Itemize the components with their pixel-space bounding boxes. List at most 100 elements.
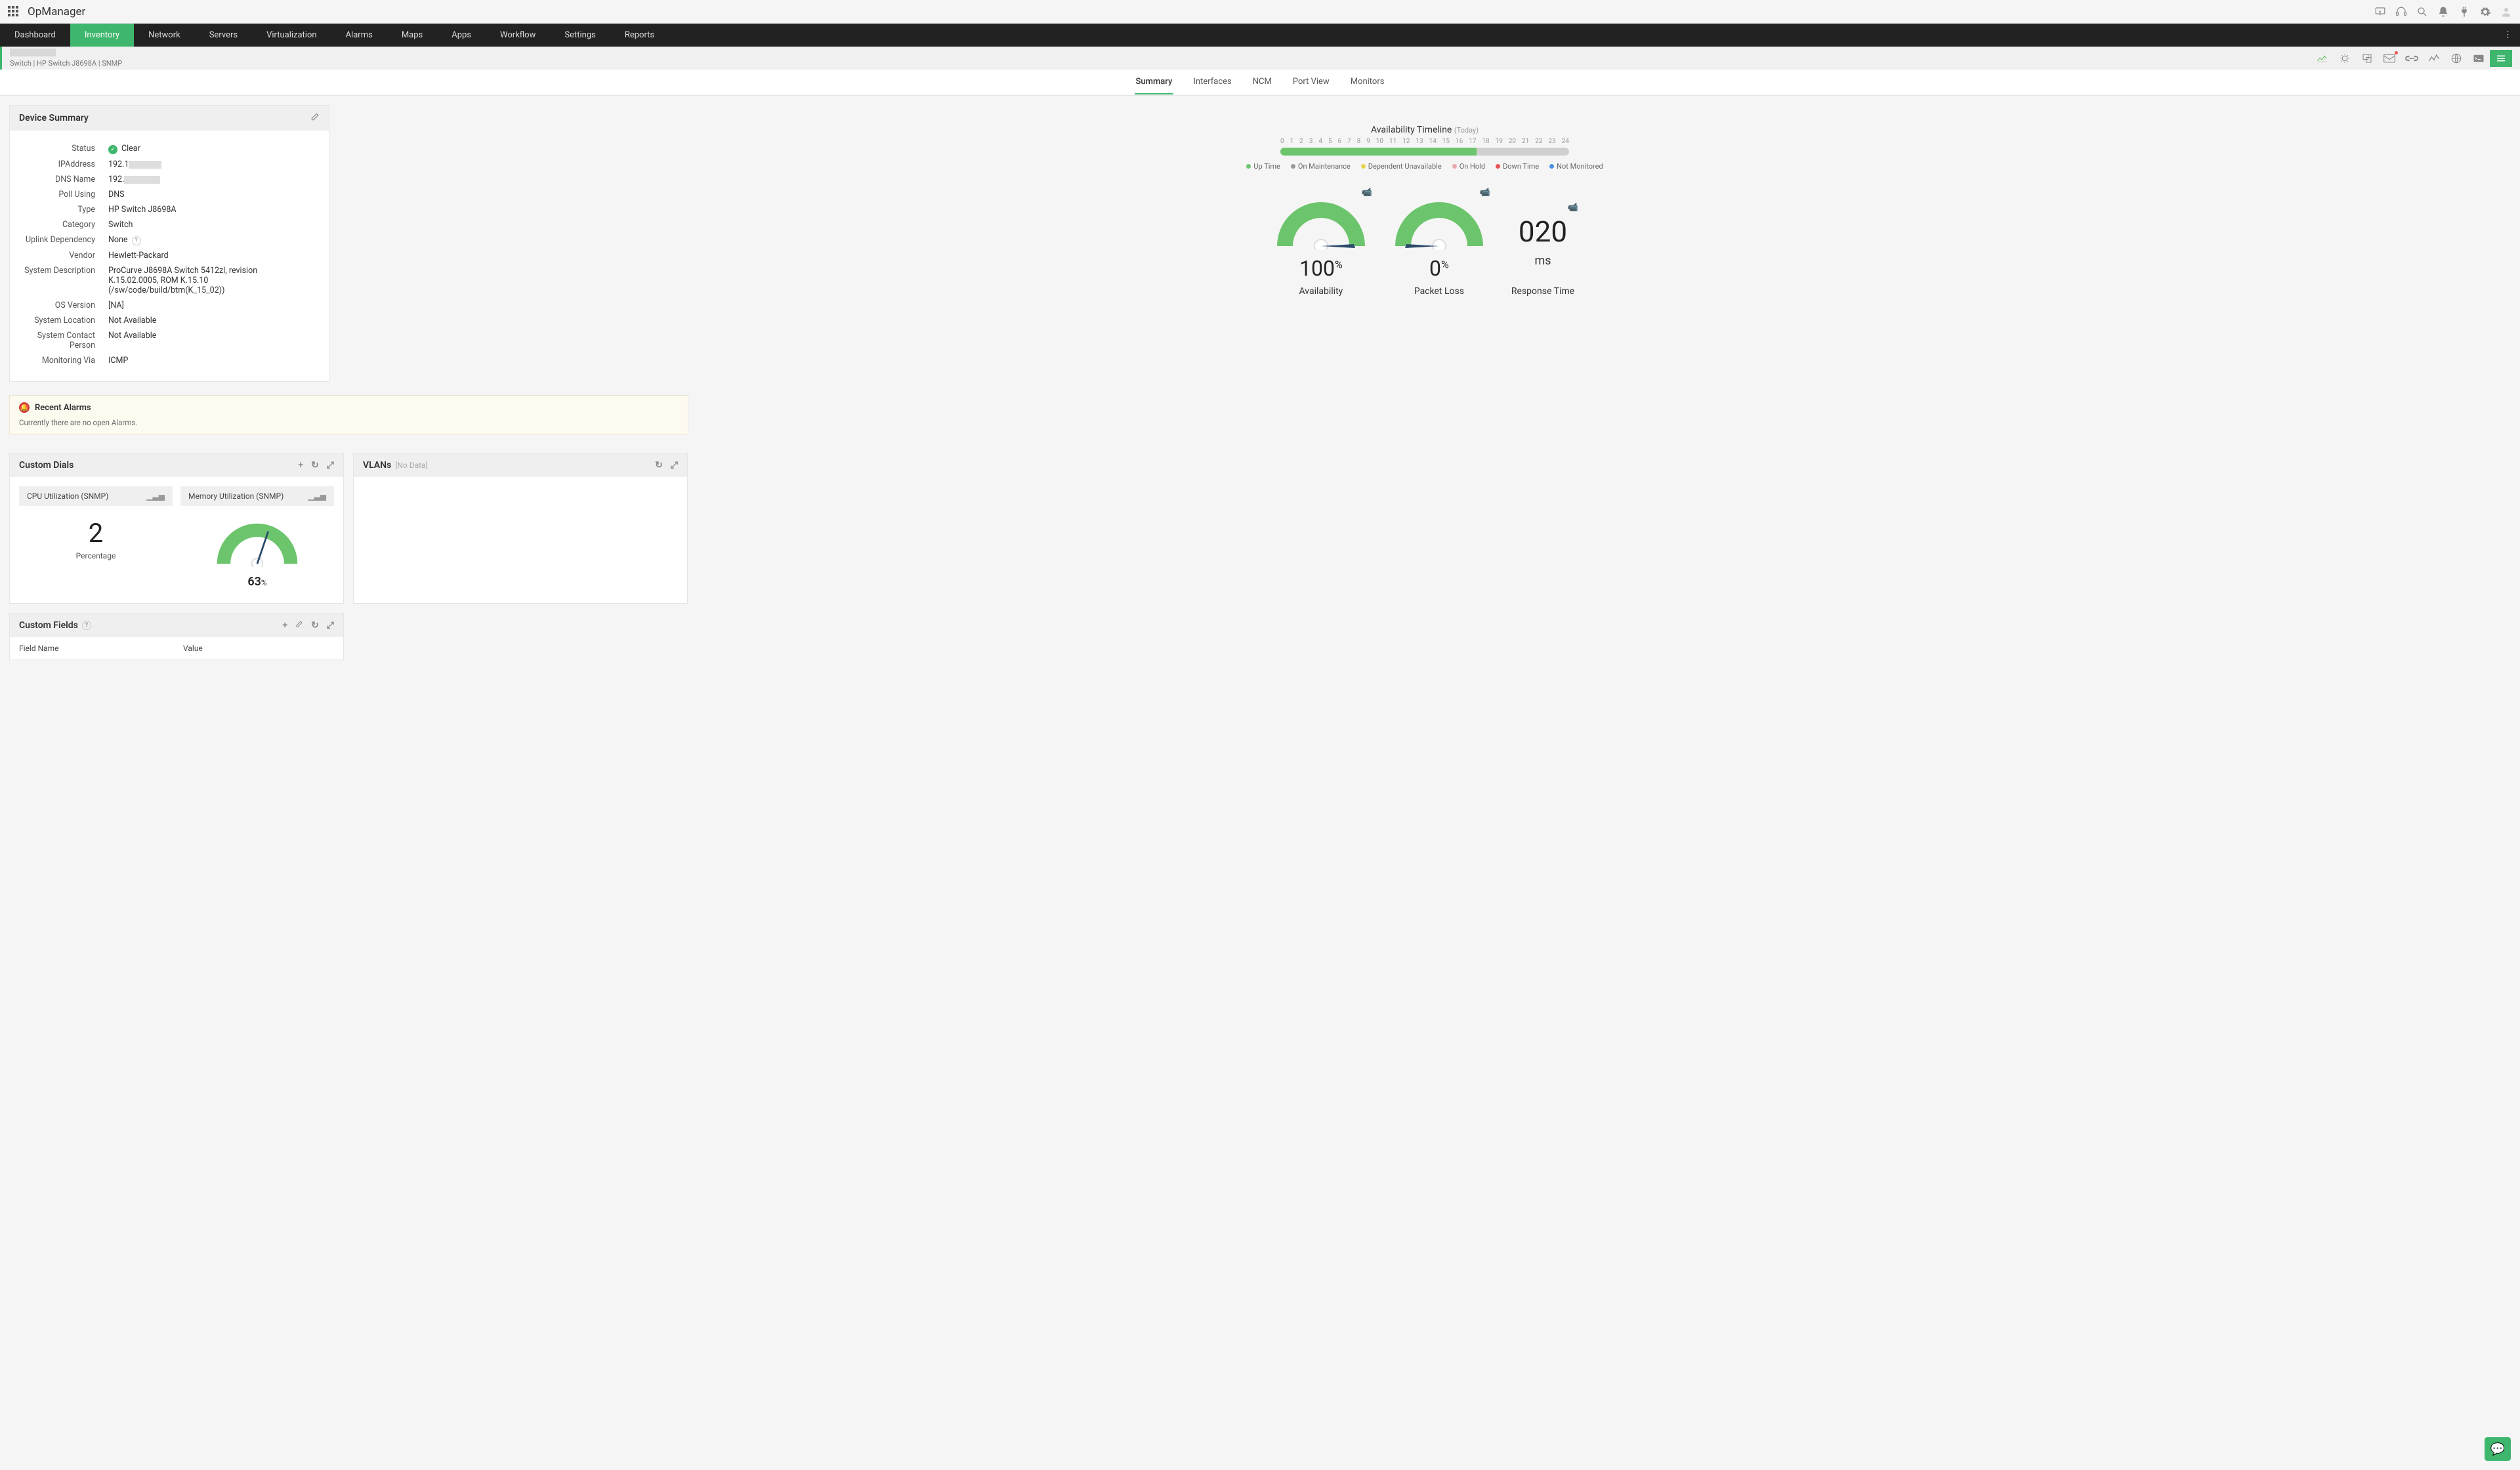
response-time-label: Response Time: [1511, 286, 1574, 297]
link-icon[interactable]: [2401, 50, 2423, 67]
subtab-summary[interactable]: Summary: [1135, 70, 1174, 94]
ds-label-ip: IPAddress: [10, 159, 108, 169]
availability-title: Availability Timeline (Today): [339, 125, 2511, 135]
availability-value: 100%: [1275, 256, 1367, 281]
cf-col-value: Value: [183, 644, 203, 653]
brand-title: OpManager: [28, 5, 85, 18]
packetloss-gauge: 📹 0% Packet Loss: [1393, 197, 1485, 297]
ds-value-ip: 192.1: [108, 159, 320, 169]
availability-gauge: 📹 100% Availability: [1275, 197, 1367, 297]
headset-icon[interactable]: [2395, 6, 2407, 18]
help-icon[interactable]: ?: [82, 621, 91, 630]
recent-alarms-panel: 🔔Recent Alarms Currently there are no op…: [9, 395, 688, 434]
chart-icon[interactable]: [2311, 50, 2334, 67]
nav-tab-network[interactable]: Network: [134, 24, 195, 47]
snapshot-icon[interactable]: 📹: [1480, 188, 1490, 198]
custom-dials-panel: Custom Dials + ↻ ⤢ CPU Utilization (SNMP…: [9, 453, 344, 604]
ds-value-uplink: None?: [108, 235, 320, 245]
device-menu-icon[interactable]: [2490, 50, 2512, 67]
nav-tab-virtualization[interactable]: Virtualization: [252, 24, 331, 47]
globe-icon[interactable]: [2445, 50, 2468, 67]
expand-icon[interactable]: ⤢: [327, 460, 334, 471]
custom-fields-title: Custom Fields: [19, 620, 78, 631]
packetloss-label: Packet Loss: [1393, 286, 1485, 297]
recent-alarms-title: Recent Alarms: [35, 403, 91, 413]
memory-dial-card: Memory Utilization (SNMP)▁▃▅ 63%: [180, 486, 334, 594]
terminal-icon[interactable]: [2468, 50, 2490, 67]
chat-fab-icon[interactable]: 💬: [2485, 1437, 2511, 1461]
subtab-interfaces[interactable]: Interfaces: [1192, 70, 1232, 94]
timeline-hours: 0123456789101112131415161718192021222324: [1280, 138, 1569, 145]
topbar-tools: [2374, 6, 2512, 18]
mail-icon[interactable]: [2378, 50, 2401, 67]
search-icon[interactable]: [2416, 6, 2428, 18]
help-icon[interactable]: ?: [132, 236, 141, 245]
ds-value-sysloc: Not Available: [108, 316, 320, 326]
expand-icon[interactable]: ⤢: [327, 620, 334, 631]
timeline-notmonitored-segment: [1477, 148, 1569, 156]
ds-label-vendor: Vendor: [10, 251, 108, 261]
nav-tab-apps[interactable]: Apps: [437, 24, 486, 47]
nav-tab-servers[interactable]: Servers: [195, 24, 252, 47]
ds-label-uplink: Uplink Dependency: [10, 235, 108, 245]
refresh-icon[interactable]: ↻: [311, 460, 319, 471]
edit-icon[interactable]: [295, 620, 303, 631]
ds-value-type: HP Switch J8698A: [108, 205, 320, 215]
device-summary-header: Device Summary: [10, 106, 329, 131]
refresh-icon[interactable]: ↻: [655, 460, 663, 471]
vlans-panel: VLANs[No Data] ↻ ⤢: [353, 453, 688, 604]
legend-item: Up Time: [1246, 162, 1280, 171]
recent-alarms-msg: Currently there are no open Alarms.: [19, 418, 679, 427]
apps-grid-icon[interactable]: [8, 6, 20, 18]
nav-tab-dashboard[interactable]: Dashboard: [0, 24, 70, 47]
graph-icon[interactable]: [2423, 50, 2445, 67]
subtab-ncm[interactable]: NCM: [1251, 70, 1273, 94]
subtab-monitors[interactable]: Monitors: [1349, 70, 1386, 94]
nav-more-icon[interactable]: ⋮: [2496, 24, 2520, 47]
ds-value-monvia: ICMP: [108, 356, 320, 366]
timeline-legend: Up TimeOn MaintenanceDependent Unavailab…: [339, 162, 2511, 171]
ds-value-syscon: Not Available: [108, 331, 320, 350]
timeline-uptime-segment: [1280, 148, 1477, 156]
bar-chart-icon[interactable]: ▁▃▅: [308, 492, 326, 501]
edit-icon[interactable]: [310, 112, 320, 124]
user-icon[interactable]: [2500, 6, 2512, 18]
snapshot-icon[interactable]: 📹: [1362, 188, 1372, 198]
add-icon[interactable]: +: [282, 620, 287, 631]
response-time-unit: ms: [1511, 254, 1574, 268]
cpu-value: 2: [19, 518, 173, 549]
plug-icon[interactable]: [2458, 6, 2470, 18]
nav-tab-reports[interactable]: Reports: [610, 24, 669, 47]
ds-label-sysloc: System Location: [10, 316, 108, 326]
export-icon[interactable]: [2356, 50, 2378, 67]
nav-tab-workflow[interactable]: Workflow: [486, 24, 550, 47]
cf-col-fieldname: Field Name: [19, 644, 183, 653]
ds-value-osver: [NA]: [108, 301, 320, 310]
legend-item: Down Time: [1496, 162, 1539, 171]
main-nav: DashboardInventoryNetworkServersVirtuali…: [0, 24, 2520, 47]
expand-icon[interactable]: ⤢: [671, 460, 678, 471]
cpu-dial-card: CPU Utilization (SNMP)▁▃▅ 2 Percentage: [19, 486, 173, 594]
ds-label-syscon: System Contact Person: [10, 331, 108, 350]
cpu-dial-header: CPU Utilization (SNMP): [27, 492, 108, 501]
packetloss-value: 0%: [1393, 256, 1485, 281]
nav-tab-inventory[interactable]: Inventory: [70, 24, 134, 47]
nav-tab-settings[interactable]: Settings: [550, 24, 610, 47]
snapshot-icon[interactable]: 📹: [1568, 203, 1578, 213]
gear-icon[interactable]: [2479, 6, 2491, 18]
subtab-port-view[interactable]: Port View: [1292, 70, 1331, 94]
alarm-config-icon[interactable]: [2334, 50, 2356, 67]
nav-tab-alarms[interactable]: Alarms: [331, 24, 387, 47]
nav-tab-maps[interactable]: Maps: [387, 24, 437, 47]
bell-icon[interactable]: [2437, 6, 2449, 18]
bar-chart-icon[interactable]: ▁▃▅: [146, 492, 165, 501]
ds-label-osver: OS Version: [10, 301, 108, 310]
memory-dial-header: Memory Utilization (SNMP): [188, 492, 284, 501]
present-icon[interactable]: [2374, 6, 2386, 18]
add-icon[interactable]: +: [298, 460, 303, 471]
refresh-icon[interactable]: ↻: [311, 620, 319, 631]
breadcrumb-bar: Switch | HP Switch J8698A | SNMP: [0, 47, 2520, 70]
availability-panel: Availability Timeline (Today) 0123456789…: [339, 105, 2511, 382]
ds-value-vendor: Hewlett-Packard: [108, 251, 320, 261]
response-time-value: 020: [1511, 215, 1574, 249]
